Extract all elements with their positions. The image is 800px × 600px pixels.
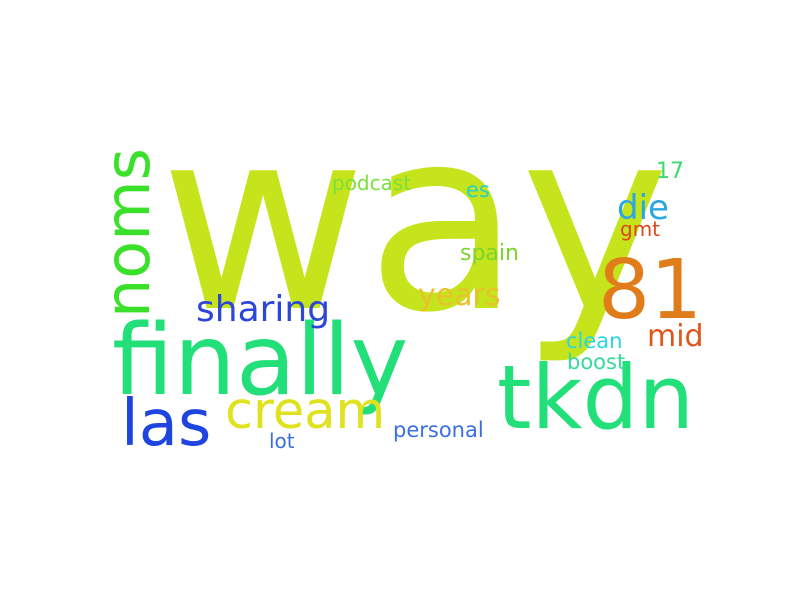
word-las: las	[121, 387, 212, 461]
word-finally: finally	[112, 304, 409, 418]
word-years: years	[418, 278, 501, 313]
word-mid: mid	[647, 319, 704, 354]
word-die: die	[617, 188, 669, 228]
word-boost: boost	[567, 350, 626, 374]
word-spain: spain	[460, 241, 519, 266]
word-lot: lot	[269, 429, 295, 453]
word-podcast: podcast	[332, 171, 412, 195]
word-cream: cream	[225, 382, 386, 441]
word-81: 81	[598, 243, 703, 338]
word-clean: clean	[566, 329, 623, 353]
word-tkdn: tkdn	[497, 346, 695, 449]
word-sharing: sharing	[196, 289, 331, 330]
word-es: es	[466, 178, 490, 202]
word-17: 17	[656, 159, 684, 184]
word-way: way	[160, 75, 670, 368]
word-noms: noms	[91, 148, 164, 318]
word-personal: personal	[393, 418, 484, 442]
word-gmt: gmt	[620, 217, 661, 241]
